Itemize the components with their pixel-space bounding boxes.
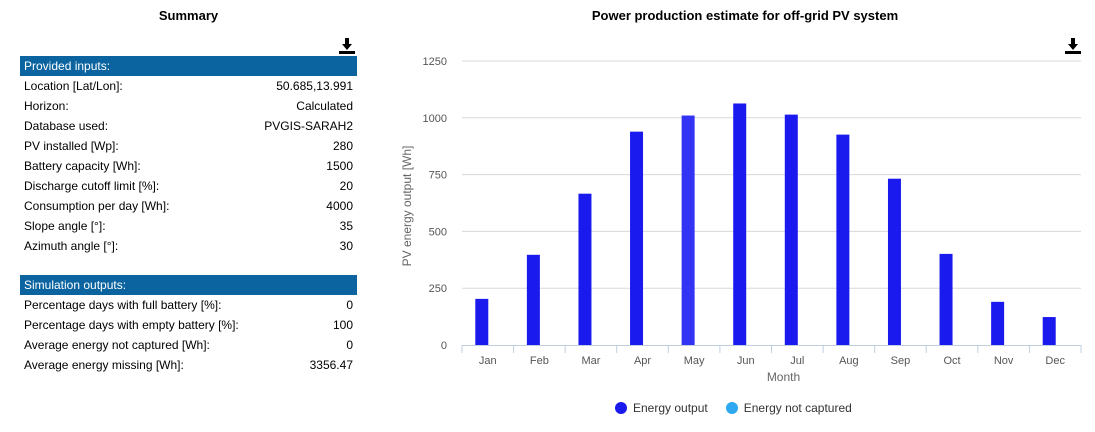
x-tick-label: Apr <box>634 355 651 367</box>
summary-row: Discharge cutoff limit [%]: 20 <box>20 176 357 196</box>
summary-row: Azimuth angle [°]: 30 <box>20 236 357 256</box>
summary-row: Battery capacity [Wh]: 1500 <box>20 156 357 176</box>
row-label: Discharge cutoff limit [%]: <box>24 179 160 193</box>
summary-title: Summary <box>158 8 219 23</box>
row-value: 3356.47 <box>309 358 353 372</box>
x-tick-label: Sep <box>891 355 911 367</box>
legend-label: Energy not captured <box>743 401 852 415</box>
summary-row: Location [Lat/Lon]: 50.685,13.991 <box>20 76 357 96</box>
legend-item-energy-not-captured[interactable]: Energy not captured <box>725 401 852 415</box>
row-label: Database used: <box>24 119 109 133</box>
simulation-outputs-header: Simulation outputs: <box>20 275 357 295</box>
summary-row: Horizon: Calculated <box>20 96 357 116</box>
row-value: 4000 <box>326 199 353 213</box>
bar-apr[interactable] <box>630 131 644 345</box>
row-value: 100 <box>332 318 353 332</box>
y-axis-title: PV energy output [Wh] <box>400 146 414 267</box>
row-label: Location [Lat/Lon]: <box>24 79 123 93</box>
row-label: PV installed [Wp]: <box>24 139 119 153</box>
bar-nov[interactable] <box>991 301 1005 345</box>
row-label: Horizon: <box>24 99 69 113</box>
row-label: Percentage days with empty battery [%]: <box>24 318 239 332</box>
row-label: Azimuth angle [°]: <box>24 239 119 253</box>
bar-mar[interactable] <box>578 193 592 345</box>
row-value: PVGIS-SARAH2 <box>264 119 353 133</box>
row-value: 0 <box>346 298 353 312</box>
y-tick-label: 1000 <box>423 113 447 125</box>
x-tick-label: Dec <box>1045 355 1065 367</box>
summary-row: Database used: PVGIS-SARAH2 <box>20 116 357 136</box>
legend-item-energy-output[interactable]: Energy output <box>615 401 708 415</box>
row-label: Slope angle [°]: <box>24 219 106 233</box>
summary-row: Average energy not captured [Wh]: 0 <box>20 335 357 355</box>
bar-may[interactable] <box>681 115 695 345</box>
x-tick-label: Jul <box>790 355 804 367</box>
y-tick-label: 250 <box>429 283 447 295</box>
row-value: Calculated <box>296 99 353 113</box>
x-tick-label: Oct <box>943 355 960 367</box>
row-label: Average energy not captured [Wh]: <box>24 338 210 352</box>
x-tick-label: May <box>684 355 705 367</box>
bar-oct[interactable] <box>939 253 953 345</box>
row-value: 1500 <box>326 159 353 173</box>
provided-inputs-header: Provided inputs: <box>20 56 357 76</box>
summary-row: Percentage days with full battery [%]: 0 <box>20 295 357 315</box>
row-value: 30 <box>339 239 353 253</box>
row-label: Consumption per day [Wh]: <box>24 199 170 213</box>
bar-dec[interactable] <box>1042 317 1056 345</box>
x-tick-label: Jun <box>737 355 755 367</box>
summary-row: PV installed [Wp]: 280 <box>20 136 357 156</box>
bar-jun[interactable] <box>733 103 747 346</box>
x-tick-label: Aug <box>839 355 859 367</box>
chart-download-icon[interactable] <box>1064 37 1082 55</box>
row-label: Battery capacity [Wh]: <box>24 159 141 173</box>
download-icon[interactable] <box>338 37 356 55</box>
bar-aug[interactable] <box>836 134 850 345</box>
row-value: 0 <box>346 338 353 352</box>
x-tick-label: Nov <box>994 355 1014 367</box>
y-tick-label: 750 <box>429 170 447 182</box>
y-tick-label: 0 <box>441 340 447 352</box>
x-tick-label: Jan <box>479 355 497 367</box>
summary-row: Percentage days with empty battery [%]: 1… <box>20 315 357 335</box>
bar-jul[interactable] <box>784 114 798 345</box>
summary-row: Slope angle [°]: 35 <box>20 216 357 236</box>
chart-title: Power production estimate for off-grid P… <box>591 8 899 23</box>
y-tick-label: 1250 <box>423 56 447 68</box>
legend-dot-energy-not-captured <box>725 402 738 414</box>
row-value: 50.685,13.991 <box>276 79 353 93</box>
row-value: 35 <box>339 219 353 233</box>
chart-legend: Energy output Energy not captured <box>615 401 870 415</box>
bar-feb[interactable] <box>526 254 540 345</box>
x-tick-label: Feb <box>530 355 549 367</box>
y-tick-label: 500 <box>429 226 447 238</box>
summary-row: Average energy missing [Wh]: 3356.47 <box>20 355 357 375</box>
x-tick-label: Mar <box>581 355 600 367</box>
bar-sep[interactable] <box>887 178 901 345</box>
x-axis-title: Month <box>767 370 800 384</box>
summary-row: Consumption per day [Wh]: 4000 <box>20 196 357 216</box>
legend-dot-energy-output <box>615 402 627 414</box>
legend-label: Energy output <box>633 401 708 415</box>
row-label: Average energy missing [Wh]: <box>24 358 184 372</box>
row-label: Percentage days with full battery [%]: <box>24 298 222 312</box>
row-value: 280 <box>332 139 353 153</box>
row-value: 20 <box>339 179 353 193</box>
bar-jan[interactable] <box>475 298 489 345</box>
